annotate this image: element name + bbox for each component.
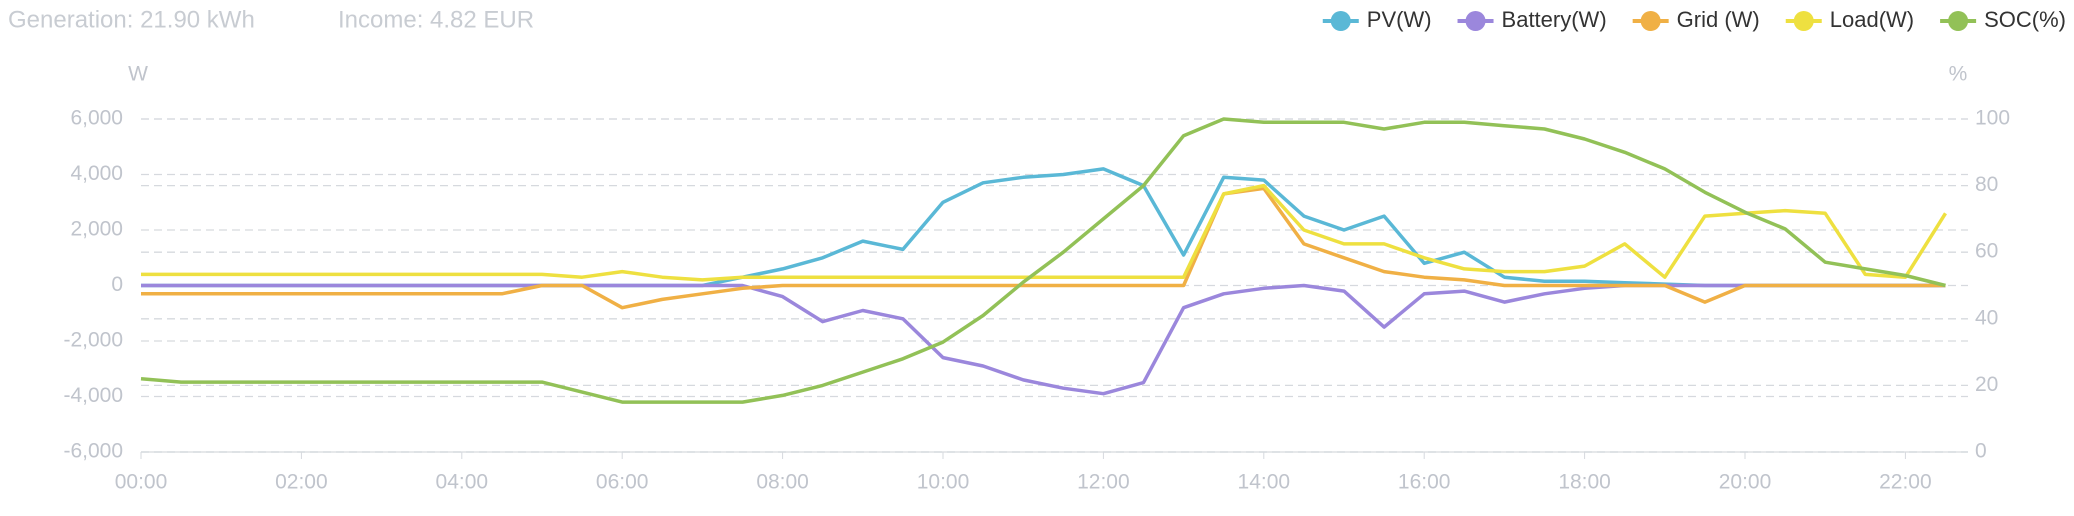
legend-label: Load(W) — [1830, 7, 1914, 32]
y2-tick-label: 60 — [1975, 240, 1998, 263]
y-tick-label: 4,000 — [70, 162, 123, 185]
y-tick-label: 2,000 — [70, 218, 123, 241]
y-tick-label: 0 — [111, 273, 123, 296]
series-line — [140, 117, 1946, 404]
legend-marker — [1465, 11, 1486, 31]
x-tick-label: 12:00 — [1077, 471, 1130, 494]
series-line — [141, 183, 1947, 282]
legend-marker — [1640, 11, 1661, 31]
y-tick-label: -2,000 — [63, 329, 123, 352]
x-tick-label: 16:00 — [1398, 471, 1451, 494]
x-tick-label: 10:00 — [917, 471, 970, 494]
legend-marker — [1948, 11, 1969, 31]
legend-label: PV(W) — [1367, 7, 1432, 32]
legend-label: Battery(W) — [1502, 7, 1607, 32]
x-tick-label: 00:00 — [115, 471, 168, 494]
y2-unit: % — [1949, 63, 1968, 86]
series-line — [141, 283, 1946, 396]
generation: Generation: 21.90 kWh — [8, 6, 255, 33]
y-tick-label: -4,000 — [63, 384, 123, 407]
legend-label: Grid (W) — [1677, 7, 1760, 32]
x-tick-label: 06:00 — [596, 471, 649, 494]
y2-tick-label: 20 — [1975, 373, 1998, 396]
y-tick-label: 6,000 — [70, 107, 123, 130]
y2-tick-label: 80 — [1975, 173, 1998, 196]
y2-tick-label: 0 — [1975, 440, 1987, 463]
y2-tick-label: 40 — [1975, 306, 1998, 329]
x-tick-label: 02:00 — [275, 471, 328, 494]
y-unit: W — [128, 63, 148, 86]
x-tick-label: 18:00 — [1558, 471, 1611, 494]
x-tick-label: 08:00 — [756, 471, 809, 494]
x-tick-label: 22:00 — [1879, 471, 1932, 494]
series-line — [141, 186, 1946, 310]
legend-marker — [1330, 11, 1351, 31]
income: Income: 4.82 EUR — [338, 6, 534, 33]
x-tick-label: 20:00 — [1719, 471, 1772, 494]
legend-label: SOC(%) — [1984, 7, 2066, 32]
y-tick-label: -6,000 — [63, 440, 123, 463]
legend-marker — [1793, 11, 1814, 31]
x-tick-label: 04:00 — [436, 471, 489, 494]
x-tick-label: 14:00 — [1238, 471, 1291, 494]
y2-tick-label: 100 — [1975, 107, 2010, 130]
